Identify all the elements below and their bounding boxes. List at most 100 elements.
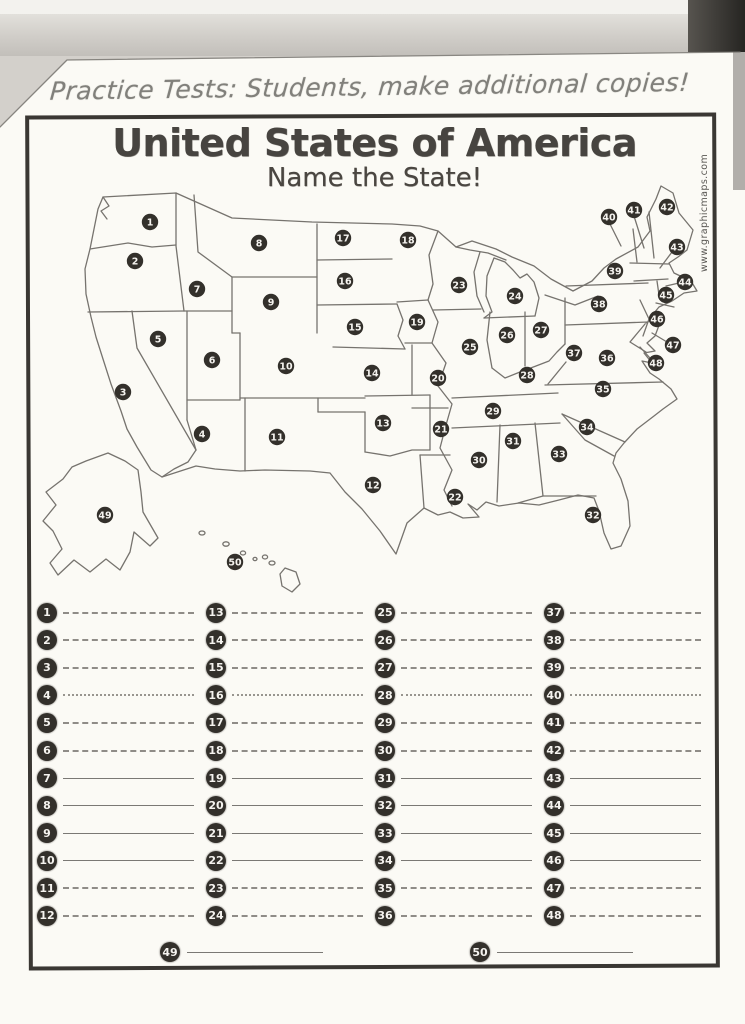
svg-text:8: 8 (256, 239, 263, 250)
state-marker-5: 5 (149, 330, 167, 348)
answer-number-badge: 38 (544, 630, 564, 651)
svg-text:10: 10 (279, 362, 293, 373)
svg-text:33: 33 (552, 450, 565, 461)
svg-text:27: 27 (534, 326, 547, 337)
svg-text:49: 49 (98, 511, 111, 522)
answer-slot-38: 38 (544, 627, 713, 655)
state-marker-42: 42 (658, 198, 676, 216)
answer-slot-2: 2 (37, 627, 206, 655)
svg-text:23: 23 (452, 281, 465, 292)
answer-blank-line (570, 914, 701, 917)
svg-text:29: 29 (486, 407, 499, 418)
answer-blank-line (232, 721, 363, 724)
answer-slot-34: 34 (375, 847, 544, 875)
marker-leader-lines (608, 215, 680, 359)
answer-slot-10: 10 (37, 847, 206, 875)
state-marker-23: 23 (450, 276, 468, 294)
answer-number-badge: 8 (37, 795, 57, 816)
answer-blank-line (570, 777, 701, 779)
answer-number-badge: 31 (375, 768, 395, 789)
answer-blank-line (232, 611, 363, 614)
state-marker-24: 24 (506, 287, 524, 305)
answer-number-badge: 9 (37, 823, 57, 844)
answer-slot-6: 6 (37, 737, 206, 765)
answer-number-badge: 40 (544, 685, 564, 706)
state-marker-21: 21 (432, 420, 450, 438)
state-marker-32: 32 (584, 506, 602, 524)
answer-number-badge: 23 (206, 878, 226, 899)
svg-text:40: 40 (602, 213, 616, 224)
svg-text:31: 31 (506, 437, 519, 448)
svg-text:38: 38 (592, 300, 606, 311)
answer-slot-32: 32 (375, 792, 544, 820)
answer-blank-line (63, 749, 194, 752)
alaska-outline (42, 452, 159, 576)
answer-slot-5: 5 (37, 709, 206, 737)
answer-blank-line (63, 832, 194, 834)
answer-blank-line (63, 914, 194, 917)
answer-blank-line (401, 914, 532, 917)
answer-slot-11: 11 (37, 874, 206, 902)
answer-number-badge: 22 (206, 850, 226, 871)
paper-top-edge-shadow (0, 51, 741, 128)
answer-slot-7: 7 (37, 764, 206, 792)
answer-number-badge: 13 (206, 602, 226, 623)
state-marker-49: 49 (96, 506, 114, 524)
state-marker-46: 46 (648, 310, 666, 328)
lower-48-outline (84, 185, 698, 555)
answer-slot-9: 9 (37, 819, 206, 847)
state-marker-15: 15 (346, 318, 364, 336)
answer-slot-41: 41 (544, 709, 713, 737)
svg-text:18: 18 (401, 236, 415, 247)
answer-blank-line (570, 805, 701, 807)
svg-text:44: 44 (678, 278, 692, 289)
answer-blank-line (401, 666, 532, 669)
answer-number-badge: 30 (375, 740, 395, 761)
answer-number-badge: 24 (206, 905, 226, 926)
answer-slot-39: 39 (544, 654, 713, 682)
state-marker-6: 6 (203, 351, 221, 369)
answer-number-badge: 33 (375, 823, 395, 844)
answer-slot-4: 4 (37, 682, 206, 710)
state-marker-28: 28 (518, 366, 536, 384)
answer-blank-line (63, 805, 194, 807)
answer-slot-31: 31 (375, 764, 544, 792)
answer-column: 1 2 3 4 5 6 7 8 9 10 11 12 (37, 599, 206, 930)
answer-blank-line (232, 914, 363, 917)
svg-text:11: 11 (270, 433, 283, 444)
state-marker-1: 1 (141, 213, 159, 231)
answer-slot-23: 23 (206, 874, 375, 902)
state-marker-13: 13 (374, 414, 392, 432)
svg-text:32: 32 (586, 511, 599, 522)
svg-text:4: 4 (199, 430, 206, 441)
state-marker-43: 43 (668, 238, 686, 256)
svg-text:14: 14 (365, 369, 379, 380)
svg-text:42: 42 (660, 203, 673, 214)
svg-text:36: 36 (600, 354, 614, 365)
answer-slot-1: 1 (37, 599, 206, 627)
answer-number-badge: 5 (37, 712, 57, 733)
state-marker-48: 48 (647, 354, 665, 372)
scanner-bed-highlight (0, 0, 745, 14)
svg-text:46: 46 (650, 315, 664, 326)
state-marker-12: 12 (364, 476, 382, 494)
answer-blank-line (63, 887, 194, 890)
answer-number-badge: 11 (37, 878, 57, 899)
answer-number-badge: 12 (37, 905, 57, 926)
answer-number-badge: 29 (375, 712, 395, 733)
svg-text:22: 22 (448, 493, 461, 504)
answer-blank-line (401, 694, 532, 697)
worksheet-subtitle: Name the State! (266, 163, 483, 193)
state-marker-27: 27 (532, 321, 550, 339)
answer-number-badge: 26 (375, 630, 395, 651)
state-marker-33: 33 (550, 445, 568, 463)
svg-text:13: 13 (376, 419, 389, 430)
answer-blank-line (63, 666, 194, 669)
state-marker-8: 8 (250, 234, 268, 252)
answer-number-badge: 1 (37, 602, 57, 623)
answer-number-badge: 37 (544, 602, 564, 623)
answer-blank-line (570, 721, 701, 724)
answer-blank-line (570, 639, 701, 642)
answer-blank-line (232, 694, 363, 697)
answer-blank-line (401, 749, 532, 752)
